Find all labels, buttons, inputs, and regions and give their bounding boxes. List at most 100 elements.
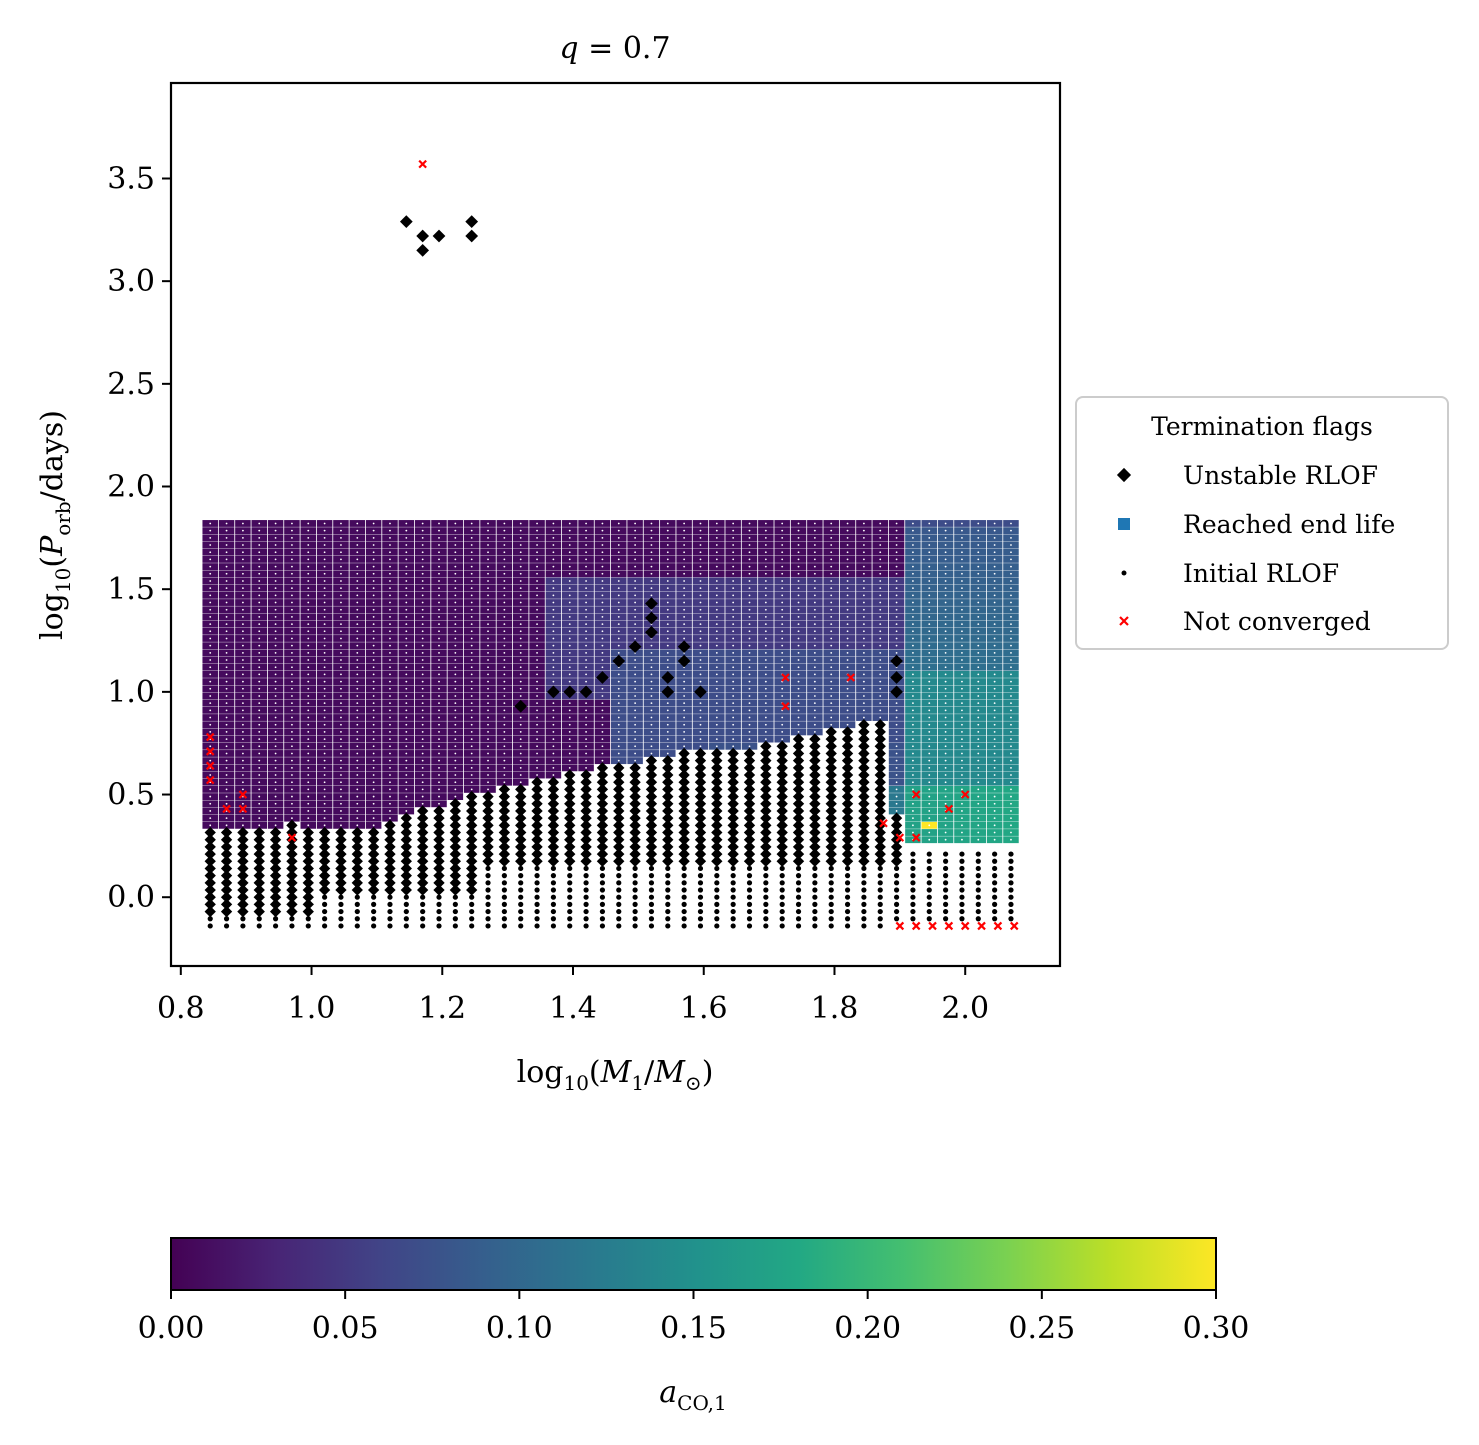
- y-tick-label: 1.0: [107, 675, 155, 710]
- data-point-initial-rlof: [715, 544, 718, 546]
- data-point-initial-rlof: [487, 774, 489, 776]
- data-point-initial-rlof: [420, 916, 426, 922]
- data-point-initial-rlof: [454, 759, 457, 762]
- data-point-initial-rlof: [274, 802, 277, 805]
- data-point-initial-rlof: [601, 544, 604, 546]
- data-point-initial-rlof: [681, 880, 687, 886]
- data-point-initial-rlof: [844, 865, 851, 872]
- data-point-initial-rlof: [975, 858, 981, 864]
- data-point-initial-rlof: [307, 565, 310, 568]
- data-point-initial-rlof: [454, 731, 457, 733]
- data-point-initial-rlof: [585, 723, 587, 726]
- data-point-initial-rlof: [552, 551, 555, 554]
- data-point-initial-rlof: [828, 887, 834, 893]
- data-point-initial-rlof: [338, 916, 344, 922]
- data-point-initial-rlof: [289, 923, 295, 929]
- data-point-unstable-rlof: [433, 862, 445, 875]
- data-point-initial-rlof: [813, 544, 816, 546]
- data-point-initial-rlof: [454, 709, 457, 712]
- data-point-initial-rlof: [552, 544, 555, 546]
- data-point-unstable-rlof: [253, 834, 265, 846]
- not-converged-stroke: [238, 804, 248, 814]
- data-point-unstable-rlof: [547, 790, 560, 803]
- data-point-unstable-rlof: [727, 754, 739, 767]
- data-point-initial-rlof: [389, 536, 391, 539]
- data-point-unstable-rlof: [874, 769, 886, 781]
- data-point-initial-rlof: [519, 731, 522, 733]
- data-point-unstable-rlof: [580, 841, 592, 853]
- data-point-initial-rlof: [912, 587, 914, 590]
- data-point-not-converged: [977, 921, 986, 931]
- data-point-initial-rlof: [307, 781, 310, 784]
- data-point-initial-rlof: [274, 738, 277, 740]
- data-point-unstable-rlof: [711, 783, 723, 796]
- data-point-initial-rlof: [519, 745, 522, 748]
- data-point-initial-rlof: [225, 587, 228, 590]
- data-point-initial-rlof: [568, 759, 571, 762]
- data-point-unstable-rlof: [547, 783, 560, 796]
- data-point-initial-rlof: [503, 594, 506, 597]
- data-point-unstable-rlof: [809, 790, 821, 803]
- data-point-initial-rlof: [944, 745, 947, 748]
- data-point-initial-rlof: [372, 623, 375, 625]
- data-point-not-converged: [287, 833, 297, 842]
- data-point-initial-rlof: [732, 580, 735, 582]
- data-point-initial-rlof: [1010, 644, 1012, 647]
- data-point-initial-rlof: [992, 865, 998, 872]
- data-point-unstable-rlof: [678, 819, 690, 831]
- data-point-initial-rlof: [928, 565, 931, 568]
- data-point-initial-rlof: [487, 644, 489, 647]
- data-point-initial-rlof: [438, 745, 440, 748]
- data-point-initial-rlof: [568, 536, 571, 539]
- data-point-initial-rlof: [258, 680, 261, 683]
- data-point-unstable-rlof: [433, 855, 445, 867]
- data-point-unstable-rlof: [596, 848, 609, 860]
- data-point-unstable-rlof: [792, 762, 805, 774]
- data-point-initial-rlof: [961, 745, 963, 748]
- data-point-initial-rlof: [781, 601, 784, 604]
- data-point-initial-rlof: [862, 551, 865, 554]
- data-point-initial-rlof: [519, 666, 522, 669]
- data-point-initial-rlof: [665, 916, 671, 922]
- data-point-initial-rlof: [323, 544, 326, 546]
- data-point-initial-rlof: [666, 752, 669, 755]
- data-point-initial-rlof: [405, 781, 408, 784]
- data-point-initial-rlof: [568, 529, 571, 532]
- data-point-initial-rlof: [242, 623, 244, 625]
- data-point-initial-rlof: [405, 795, 408, 798]
- data-point-initial-rlof: [977, 587, 980, 590]
- data-point-unstable-rlof: [792, 812, 805, 824]
- data-point-unstable-rlof: [727, 819, 739, 831]
- data-point-initial-rlof: [715, 745, 718, 748]
- data-point-unstable-rlof: [858, 798, 870, 810]
- data-point-initial-rlof: [405, 802, 408, 805]
- data-point-initial-rlof: [1010, 723, 1012, 726]
- data-point-initial-rlof: [959, 851, 965, 857]
- data-point-initial-rlof: [862, 644, 865, 647]
- data-point-initial-rlof: [585, 680, 587, 683]
- data-point-initial-rlof: [895, 723, 898, 726]
- data-point-initial-rlof: [372, 544, 375, 546]
- data-point-initial-rlof: [209, 687, 212, 690]
- data-point-initial-rlof: [585, 558, 587, 561]
- colorbar-label: aCO,1: [659, 1375, 727, 1415]
- data-point-initial-rlof: [601, 731, 604, 733]
- data-point-unstable-rlof: [547, 841, 560, 853]
- data-point-initial-rlof: [485, 916, 491, 922]
- data-point-initial-rlof: [699, 580, 702, 582]
- data-point-initial-rlof: [912, 544, 914, 546]
- data-point-unstable-rlof: [286, 819, 298, 831]
- data-point-initial-rlof: [518, 887, 524, 893]
- data-point-initial-rlof: [585, 594, 587, 597]
- data-point-initial-rlof: [340, 795, 342, 798]
- data-point-initial-rlof: [993, 788, 996, 791]
- data-point-initial-rlof: [452, 923, 458, 929]
- data-point-unstable-rlof: [629, 834, 641, 846]
- data-point-initial-rlof: [975, 887, 981, 893]
- data-point-unstable-rlof: [547, 812, 560, 824]
- data-point-initial-rlof: [291, 795, 293, 798]
- data-point-initial-rlof: [405, 723, 408, 726]
- data-point-initial-rlof: [893, 916, 900, 922]
- data-point-initial-rlof: [977, 572, 980, 575]
- data-point-initial-rlof: [601, 702, 604, 705]
